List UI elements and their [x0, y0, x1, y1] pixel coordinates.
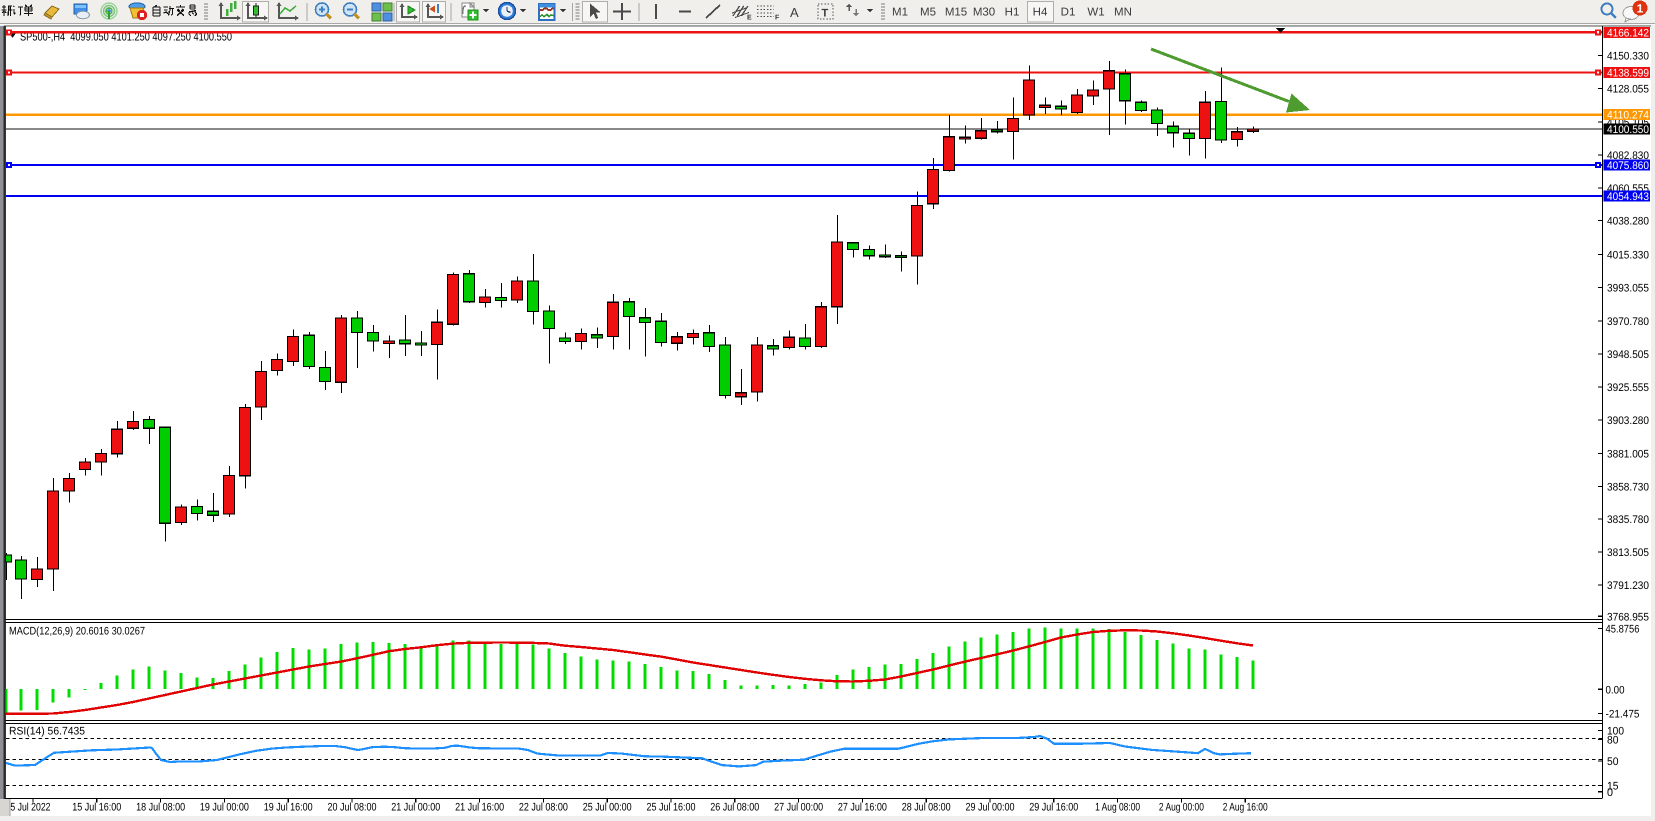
svg-text:M5: M5: [920, 7, 936, 19]
svg-text:3858.730: 3858.730: [1607, 482, 1649, 494]
svg-text:2 Aug 00:00: 2 Aug 00:00: [1159, 802, 1204, 814]
svg-text:H1: H1: [1005, 7, 1020, 19]
svg-text:4166.142: 4166.142: [1607, 27, 1649, 39]
svg-text:19 Jul 00:00: 19 Jul 00:00: [200, 802, 249, 814]
svg-text:21 Jul 16:00: 21 Jul 16:00: [455, 802, 504, 814]
svg-text:29 Jul 00:00: 29 Jul 00:00: [966, 802, 1015, 814]
svg-text:3993.055: 3993.055: [1607, 283, 1649, 295]
svg-text:15: 15: [1607, 781, 1619, 793]
svg-text:0.00: 0.00: [1606, 684, 1625, 696]
svg-text:4075.860: 4075.860: [1607, 160, 1649, 172]
svg-text:25 Jul 00:00: 25 Jul 00:00: [583, 802, 632, 814]
svg-text:27 Jul 16:00: 27 Jul 16:00: [838, 802, 887, 814]
svg-text:18 Jul 08:00: 18 Jul 08:00: [136, 802, 185, 814]
svg-text:4100.550: 4100.550: [1607, 124, 1649, 136]
svg-text:3813.505: 3813.505: [1607, 547, 1649, 559]
svg-text:D1: D1: [1061, 7, 1076, 19]
svg-text:4150.330: 4150.330: [1607, 51, 1649, 63]
svg-text:28 Jul 08:00: 28 Jul 08:00: [902, 802, 951, 814]
svg-text:E: E: [747, 15, 752, 22]
svg-text:4082.830: 4082.830: [1607, 150, 1649, 162]
svg-text:H4: H4: [1033, 7, 1048, 19]
svg-text:15 Jul 2022: 15 Jul 2022: [6, 802, 51, 814]
svg-text:M30: M30: [973, 7, 995, 19]
svg-text:4015.330: 4015.330: [1607, 250, 1649, 262]
svg-text:45.8756: 45.8756: [1606, 623, 1640, 635]
svg-text:1: 1: [1637, 2, 1644, 16]
svg-text:20 Jul 08:00: 20 Jul 08:00: [328, 802, 377, 814]
svg-text:SP500-,H4 4099.050 4101.250 4: SP500-,H4 4099.050 4101.250 4097.250 410…: [20, 32, 232, 44]
svg-text:4138.599: 4138.599: [1607, 68, 1649, 80]
svg-text:0: 0: [1607, 787, 1613, 799]
svg-text:4054.943: 4054.943: [1607, 191, 1649, 203]
svg-text:1 Aug 08:00: 1 Aug 08:00: [1095, 802, 1140, 814]
svg-text:-21.475: -21.475: [1606, 709, 1640, 721]
svg-text:4110.274: 4110.274: [1607, 110, 1649, 122]
svg-text:3970.780: 3970.780: [1607, 316, 1649, 328]
svg-text:4128.055: 4128.055: [1607, 84, 1649, 96]
svg-text:3948.505: 3948.505: [1607, 349, 1649, 361]
svg-text:50: 50: [1607, 756, 1619, 768]
svg-text:27 Jul 00:00: 27 Jul 00:00: [774, 802, 823, 814]
svg-text:26 Jul 08:00: 26 Jul 08:00: [710, 802, 759, 814]
svg-text:3925.555: 3925.555: [1607, 382, 1649, 394]
svg-text:M15: M15: [945, 7, 967, 19]
svg-text:100: 100: [1607, 725, 1624, 737]
svg-text:3768.955: 3768.955: [1607, 611, 1649, 623]
svg-text:RSI(14) 56.7435: RSI(14) 56.7435: [9, 726, 85, 738]
svg-text:MACD(12,26,9) 20.6016 30.0267: MACD(12,26,9) 20.6016 30.0267: [9, 626, 145, 638]
svg-text:3881.005: 3881.005: [1607, 449, 1649, 461]
svg-text:F: F: [775, 15, 780, 22]
svg-text:2 Aug 16:00: 2 Aug 16:00: [1223, 802, 1268, 814]
svg-text:A: A: [790, 5, 799, 20]
svg-text:22 Jul 08:00: 22 Jul 08:00: [519, 802, 568, 814]
svg-text:15 Jul 16:00: 15 Jul 16:00: [72, 802, 121, 814]
svg-text:29 Jul 16:00: 29 Jul 16:00: [1029, 802, 1078, 814]
svg-text:3835.780: 3835.780: [1607, 514, 1649, 526]
svg-text:4038.280: 4038.280: [1607, 216, 1649, 228]
svg-text:MN: MN: [1114, 7, 1132, 19]
svg-text:80: 80: [1607, 734, 1619, 746]
svg-text:T: T: [822, 8, 829, 20]
svg-text:3903.280: 3903.280: [1607, 415, 1649, 427]
svg-text:3791.230: 3791.230: [1607, 580, 1649, 592]
svg-text:W1: W1: [1087, 7, 1104, 19]
svg-text:21 Jul 00:00: 21 Jul 00:00: [391, 802, 440, 814]
svg-text:25 Jul 16:00: 25 Jul 16:00: [647, 802, 696, 814]
svg-text:M1: M1: [892, 7, 908, 19]
svg-text:19 Jul 16:00: 19 Jul 16:00: [264, 802, 313, 814]
